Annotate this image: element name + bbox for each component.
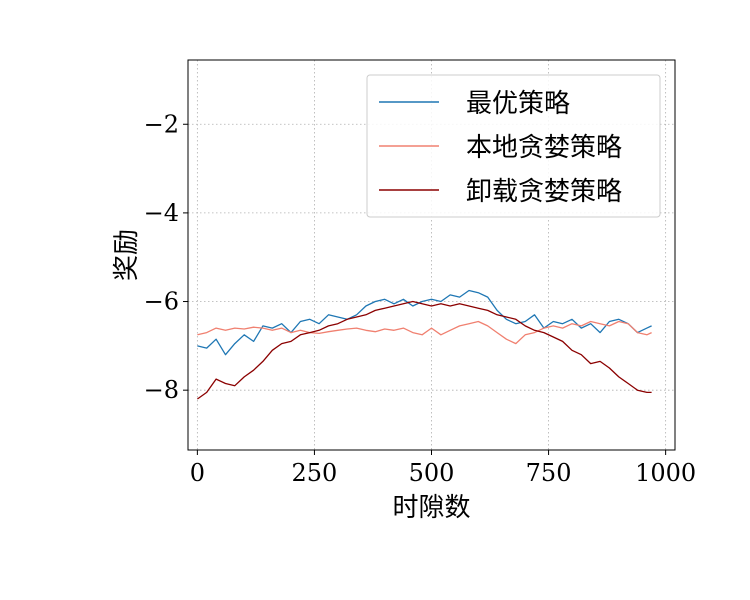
x-tick-label: 1000	[635, 459, 696, 487]
series-lines	[197, 289, 652, 400]
x-tick-label: 500	[409, 459, 455, 487]
legend-label-1: 最优策略	[466, 89, 570, 119]
x-axis-label: 时隙数	[392, 493, 470, 523]
y-tick-label: −8	[144, 376, 179, 404]
x-tick-label: 0	[190, 459, 205, 487]
y-tick-label: −4	[144, 199, 179, 227]
y-tick-label: −2	[144, 110, 179, 138]
axis-ticks: 0 250 500 750 1000 −2 −4 −6 −8	[144, 110, 697, 487]
legend-label-2: 本地贪婪策略	[466, 133, 622, 163]
y-axis-label: 奖励	[112, 229, 142, 281]
legend-label-3: 卸载贪婪策略	[466, 177, 622, 207]
legend-box	[366, 74, 661, 218]
x-tick-label: 750	[526, 459, 572, 487]
y-tick-label: −6	[144, 288, 179, 316]
series-line-3	[197, 300, 652, 400]
x-tick-label: 250	[292, 459, 338, 487]
series-line-1	[197, 289, 652, 356]
series-line-2	[197, 320, 652, 345]
